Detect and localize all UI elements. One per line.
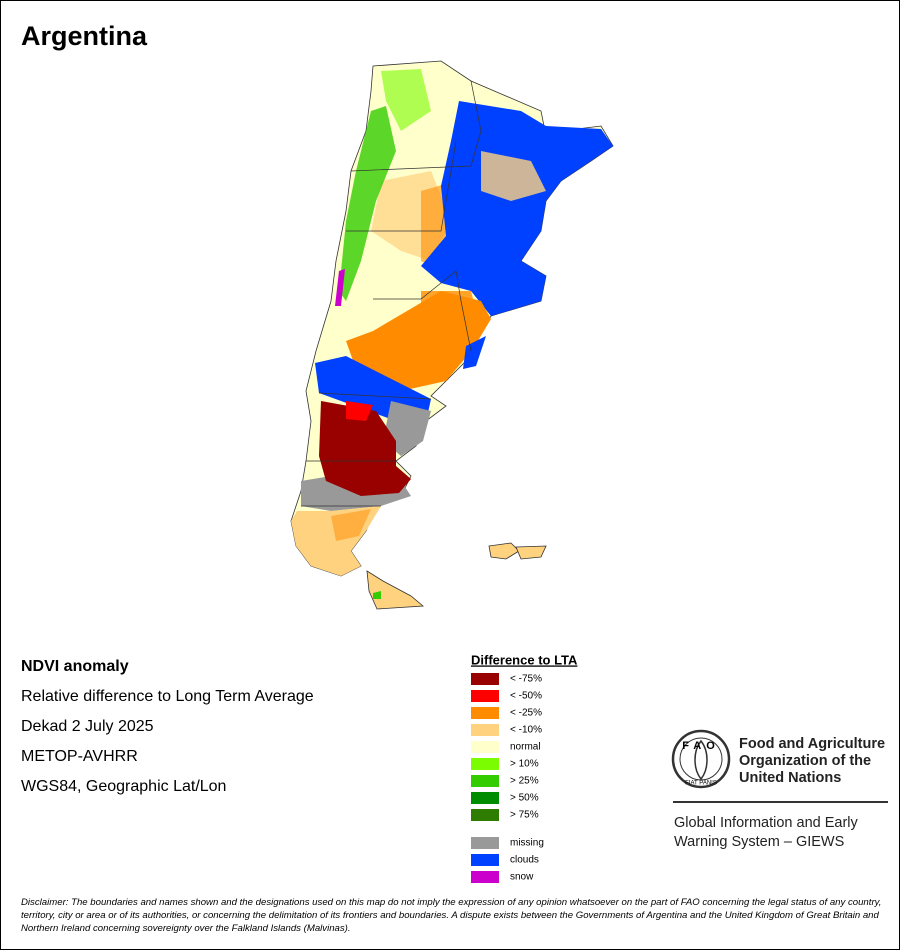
anomaly-patch — [373, 591, 381, 599]
cloud-patch — [463, 336, 486, 369]
info-line: METOP-AVHRR — [21, 748, 138, 765]
land — [515, 545, 547, 560]
legend-label: < -50% — [510, 691, 542, 702]
system-line: Warning System – GIEWS — [674, 834, 845, 850]
province-border — [318, 392, 432, 400]
legend-swatch — [471, 707, 499, 719]
fao-organization: Food and Agriculture Organization of the… — [739, 736, 885, 787]
legend-swatch — [471, 854, 499, 866]
legend-label: > 50% — [510, 793, 539, 804]
anomaly-patch — [339, 106, 396, 301]
map-title: Argentina — [21, 21, 148, 51]
anomaly-patch — [331, 509, 371, 541]
map-layer — [290, 60, 614, 610]
org-line: United Nations — [739, 770, 842, 786]
anomaly-patch — [346, 401, 373, 421]
legend-swatch — [471, 724, 499, 736]
legend-swatch — [471, 792, 499, 804]
legend-swatch — [471, 871, 499, 883]
org-line: Organization of the — [739, 753, 872, 769]
org-line: Food and Agriculture — [739, 736, 886, 752]
legend-swatch — [471, 809, 499, 821]
anomaly-patch — [335, 269, 345, 306]
legend-swatch — [471, 673, 499, 685]
info-line: WGS84, Geographic Lat/Lon — [21, 778, 227, 795]
legend-label: normal — [510, 742, 541, 753]
province-border — [346, 140, 457, 232]
legend-swatch — [471, 775, 499, 787]
fao-emblem: FAO FIAT PANIS — [671, 729, 731, 789]
land — [366, 570, 425, 610]
legend-swatch — [471, 741, 499, 753]
legend-label: < -75% — [510, 674, 542, 685]
legend-title: Difference to LTA — [471, 652, 578, 667]
legend: Difference to LTA FAO FIAT PANIS < -75% <… — [471, 652, 731, 883]
legend-label: > 75% — [510, 810, 539, 821]
anomaly-patch — [319, 401, 411, 496]
disclaimer: Disclaimer: The boundaries and names sho… — [21, 897, 882, 934]
anomaly-patch — [481, 151, 546, 201]
giews-name: Global Information and Early Warning Sys… — [674, 814, 858, 852]
legend-swatch — [471, 837, 499, 849]
anomaly-patch — [421, 291, 481, 351]
cloud-patch — [421, 101, 613, 316]
legend-label: < -10% — [510, 725, 542, 736]
emblem-text: FAO — [682, 740, 720, 752]
legend-label: clouds — [510, 855, 539, 866]
info-line: Dekad 2 July 2025 — [21, 718, 154, 735]
system-line: Global Information and Early — [674, 815, 858, 831]
ndvi-map — [290, 60, 614, 610]
legend-label: > 25% — [510, 776, 539, 787]
legend-label: < -25% — [510, 708, 542, 719]
emblem-motto: FIAT PANIS — [685, 781, 717, 787]
info-line: Relative difference to Long Term Average — [21, 688, 314, 705]
legend-label: missing — [510, 838, 544, 849]
legend-swatch — [471, 690, 499, 702]
land — [488, 542, 520, 560]
legend-label: snow — [510, 872, 534, 883]
divider — [673, 801, 888, 803]
legend-label: > 10% — [510, 759, 539, 770]
province-border — [350, 80, 482, 172]
anomaly-patch — [381, 69, 431, 131]
legend-swatch — [471, 758, 499, 770]
province-border — [373, 270, 472, 352]
info-line: NDVI anomaly — [21, 658, 129, 675]
